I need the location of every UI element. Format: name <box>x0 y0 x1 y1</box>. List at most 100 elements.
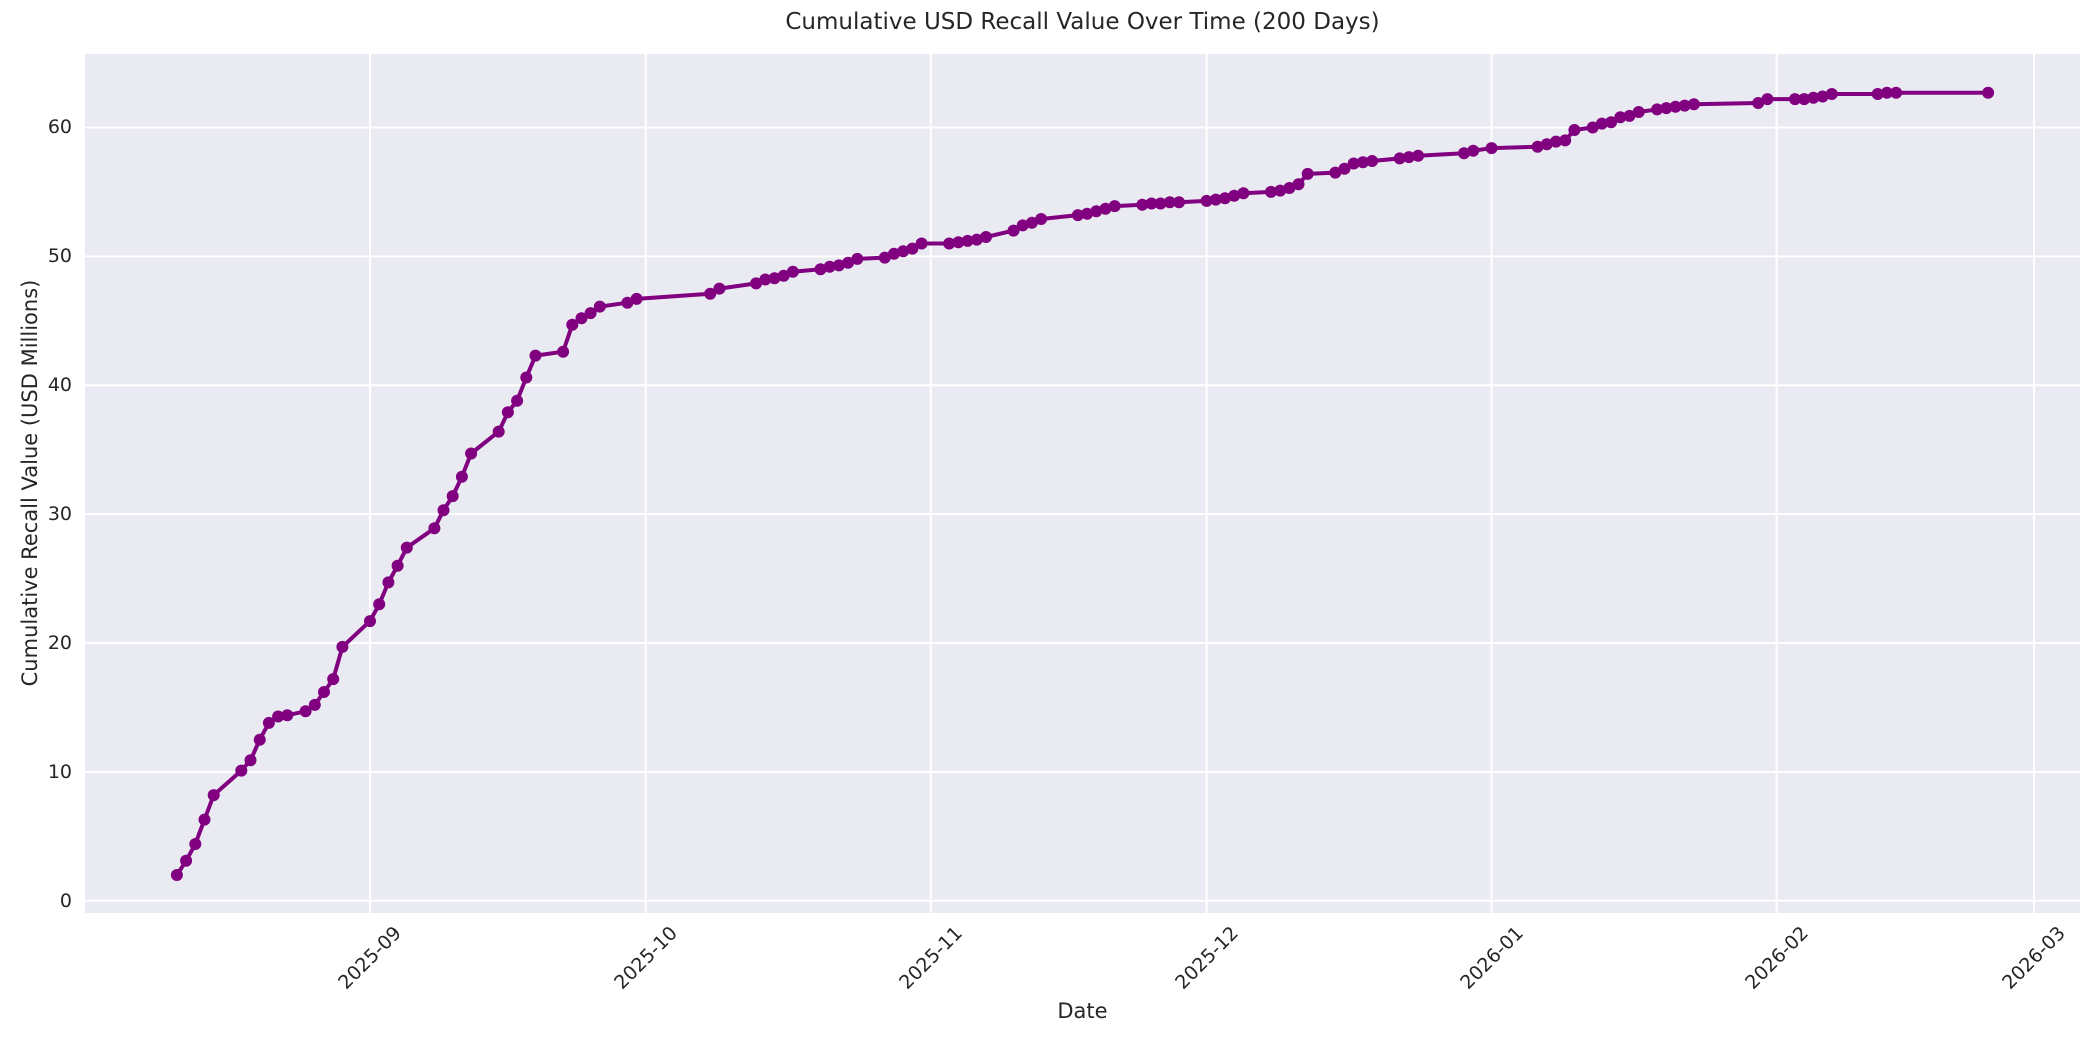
data-point-marker <box>1099 202 1112 215</box>
data-point-marker <box>1632 106 1645 118</box>
data-point-marker <box>1540 138 1553 151</box>
data-point-marker <box>823 260 836 273</box>
data-point-marker <box>1338 162 1351 175</box>
data-point-marker <box>704 287 717 300</box>
data-point-marker <box>1025 216 1038 229</box>
data-point-marker <box>1458 147 1470 160</box>
data-point-marker <box>1200 194 1213 207</box>
y-tick-label: 60 <box>47 116 72 139</box>
data-point-marker <box>1071 209 1084 222</box>
data-point-marker <box>428 522 441 535</box>
data-point-marker <box>1145 197 1158 210</box>
data-point-marker <box>878 251 891 264</box>
data-point-marker <box>759 273 772 286</box>
data-point-marker <box>189 838 202 850</box>
data-point-marker <box>1292 178 1305 191</box>
data-point-marker <box>1016 219 1029 232</box>
data-point-marker <box>501 406 514 419</box>
data-point-marker <box>1752 97 1765 109</box>
data-point-marker <box>1108 200 1121 213</box>
data-point-marker <box>1816 90 1829 103</box>
data-point-marker <box>1761 93 1774 106</box>
data-point-marker <box>1586 121 1599 134</box>
data-point-marker <box>272 710 285 723</box>
data-point-marker <box>1687 98 1700 111</box>
data-point-marker <box>529 349 542 362</box>
data-point-marker <box>851 252 864 265</box>
x-axis-label: Date <box>1057 999 1108 1023</box>
data-point-marker <box>768 272 781 285</box>
data-point-marker <box>400 541 413 554</box>
data-point-marker <box>198 813 211 826</box>
data-point-marker <box>455 470 468 483</box>
data-point-marker <box>1347 157 1360 170</box>
y-tick-label: 20 <box>47 631 72 654</box>
data-point-marker <box>1035 213 1048 225</box>
data-point-marker <box>1595 117 1608 130</box>
data-point-marker <box>373 598 386 611</box>
data-point-marker <box>786 265 799 278</box>
data-point-marker <box>1301 167 1314 180</box>
data-point-marker <box>943 237 956 250</box>
data-point-marker <box>492 425 505 438</box>
data-point-marker <box>1568 124 1581 136</box>
chart-title: Cumulative USD Recall Value Over Time (2… <box>785 9 1380 35</box>
data-point-marker <box>1329 166 1342 179</box>
data-point-marker <box>888 247 900 260</box>
data-point-marker <box>299 705 312 718</box>
data-point-marker <box>1982 86 1995 99</box>
data-point-marker <box>1807 91 1820 104</box>
data-point-marker <box>1880 86 1893 99</box>
data-point-marker <box>511 394 524 407</box>
data-point-marker <box>832 259 845 272</box>
data-point-marker <box>897 245 910 258</box>
data-point-marker <box>1265 185 1277 198</box>
data-point-marker <box>1393 152 1406 165</box>
data-point-marker <box>327 673 340 686</box>
data-point-marker <box>180 854 193 867</box>
y-tick-label: 50 <box>47 245 72 268</box>
y-tick-label: 30 <box>47 503 72 526</box>
y-axis-label: Cumulative Recall Value (USD Millions) <box>18 279 42 687</box>
data-point-marker <box>1614 111 1627 124</box>
data-point-marker <box>970 233 983 246</box>
data-point-marker <box>1789 93 1801 106</box>
data-point-marker <box>382 576 395 589</box>
data-point-marker <box>1559 134 1572 147</box>
data-point-marker <box>1081 207 1094 220</box>
data-point-marker <box>750 277 763 290</box>
data-point-marker <box>1798 93 1811 106</box>
data-point-marker <box>235 764 248 777</box>
data-point-marker <box>952 236 965 249</box>
data-point-marker <box>1356 156 1369 169</box>
data-point-marker <box>1871 88 1884 100</box>
data-point-marker <box>906 242 919 255</box>
data-point-marker <box>1531 140 1544 153</box>
data-point-marker <box>1660 102 1673 115</box>
data-point-marker <box>207 789 220 802</box>
data-point-marker <box>1669 100 1682 113</box>
data-point-marker <box>1163 196 1176 209</box>
data-point-marker <box>1678 99 1691 112</box>
data-point-marker <box>566 318 579 331</box>
data-point-marker <box>244 754 257 767</box>
data-point-marker <box>253 733 266 746</box>
data-point-marker <box>777 269 790 282</box>
data-point-marker <box>915 237 928 250</box>
data-point-marker <box>262 716 275 729</box>
data-point-marker <box>1651 103 1664 116</box>
data-point-marker <box>1209 193 1222 206</box>
data-point-marker <box>446 490 459 503</box>
data-point-marker <box>842 256 855 269</box>
data-point-marker <box>1412 149 1425 162</box>
data-point-marker <box>1090 205 1103 218</box>
data-point-marker <box>713 282 726 295</box>
data-point-marker <box>308 698 321 711</box>
data-point-marker <box>621 296 634 309</box>
data-point-marker <box>1007 224 1020 237</box>
data-point-marker <box>1366 155 1379 167</box>
y-tick-label: 0 <box>59 889 72 912</box>
data-point-marker <box>1219 192 1231 205</box>
